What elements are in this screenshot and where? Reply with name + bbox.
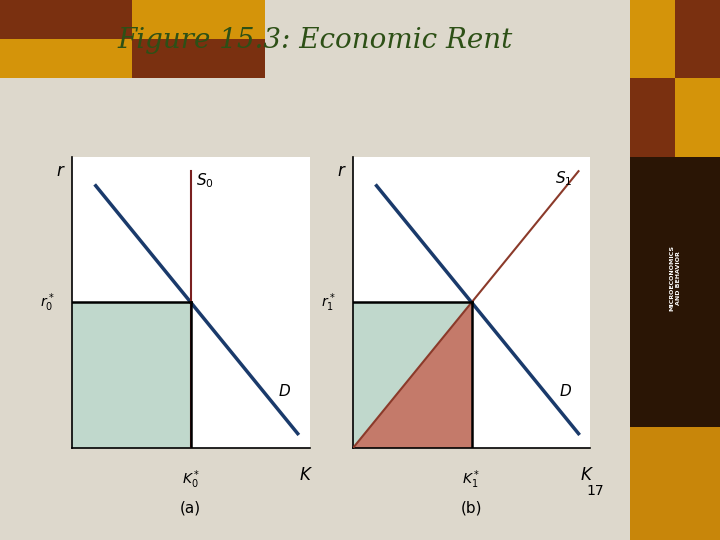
Bar	[132, 39, 265, 78]
Text: $S_1$: $S_1$	[555, 169, 572, 187]
Text: r: r	[57, 163, 63, 180]
Bar	[675, 0, 720, 78]
Text: $r_0^*$: $r_0^*$	[40, 291, 55, 314]
Polygon shape	[353, 302, 472, 448]
Text: $r_1^*$: $r_1^*$	[321, 291, 336, 314]
Text: K: K	[300, 465, 310, 484]
Bar	[630, 157, 720, 427]
Bar	[0, 0, 132, 39]
Text: MICROECONOMICS
AND BEHAVIOR: MICROECONOMICS AND BEHAVIOR	[669, 245, 681, 311]
Bar	[675, 78, 720, 157]
Bar	[630, 0, 675, 78]
Bar	[72, 302, 191, 448]
Bar	[630, 427, 720, 540]
Text: $K_0^*$: $K_0^*$	[181, 469, 200, 491]
Bar	[630, 78, 675, 157]
Text: $K_1^*$: $K_1^*$	[462, 469, 481, 491]
Text: D: D	[559, 384, 571, 399]
Text: D: D	[279, 384, 290, 399]
Text: 17: 17	[587, 484, 604, 498]
Text: $S_0$: $S_0$	[196, 172, 213, 191]
Text: (a): (a)	[180, 501, 202, 516]
Bar	[132, 0, 265, 39]
Text: Figure 15.3: Economic Rent: Figure 15.3: Economic Rent	[117, 27, 513, 54]
Text: K: K	[580, 465, 591, 484]
Text: r: r	[338, 163, 344, 180]
Text: (b): (b)	[461, 501, 482, 516]
Bar	[0, 39, 132, 78]
Polygon shape	[353, 302, 472, 448]
